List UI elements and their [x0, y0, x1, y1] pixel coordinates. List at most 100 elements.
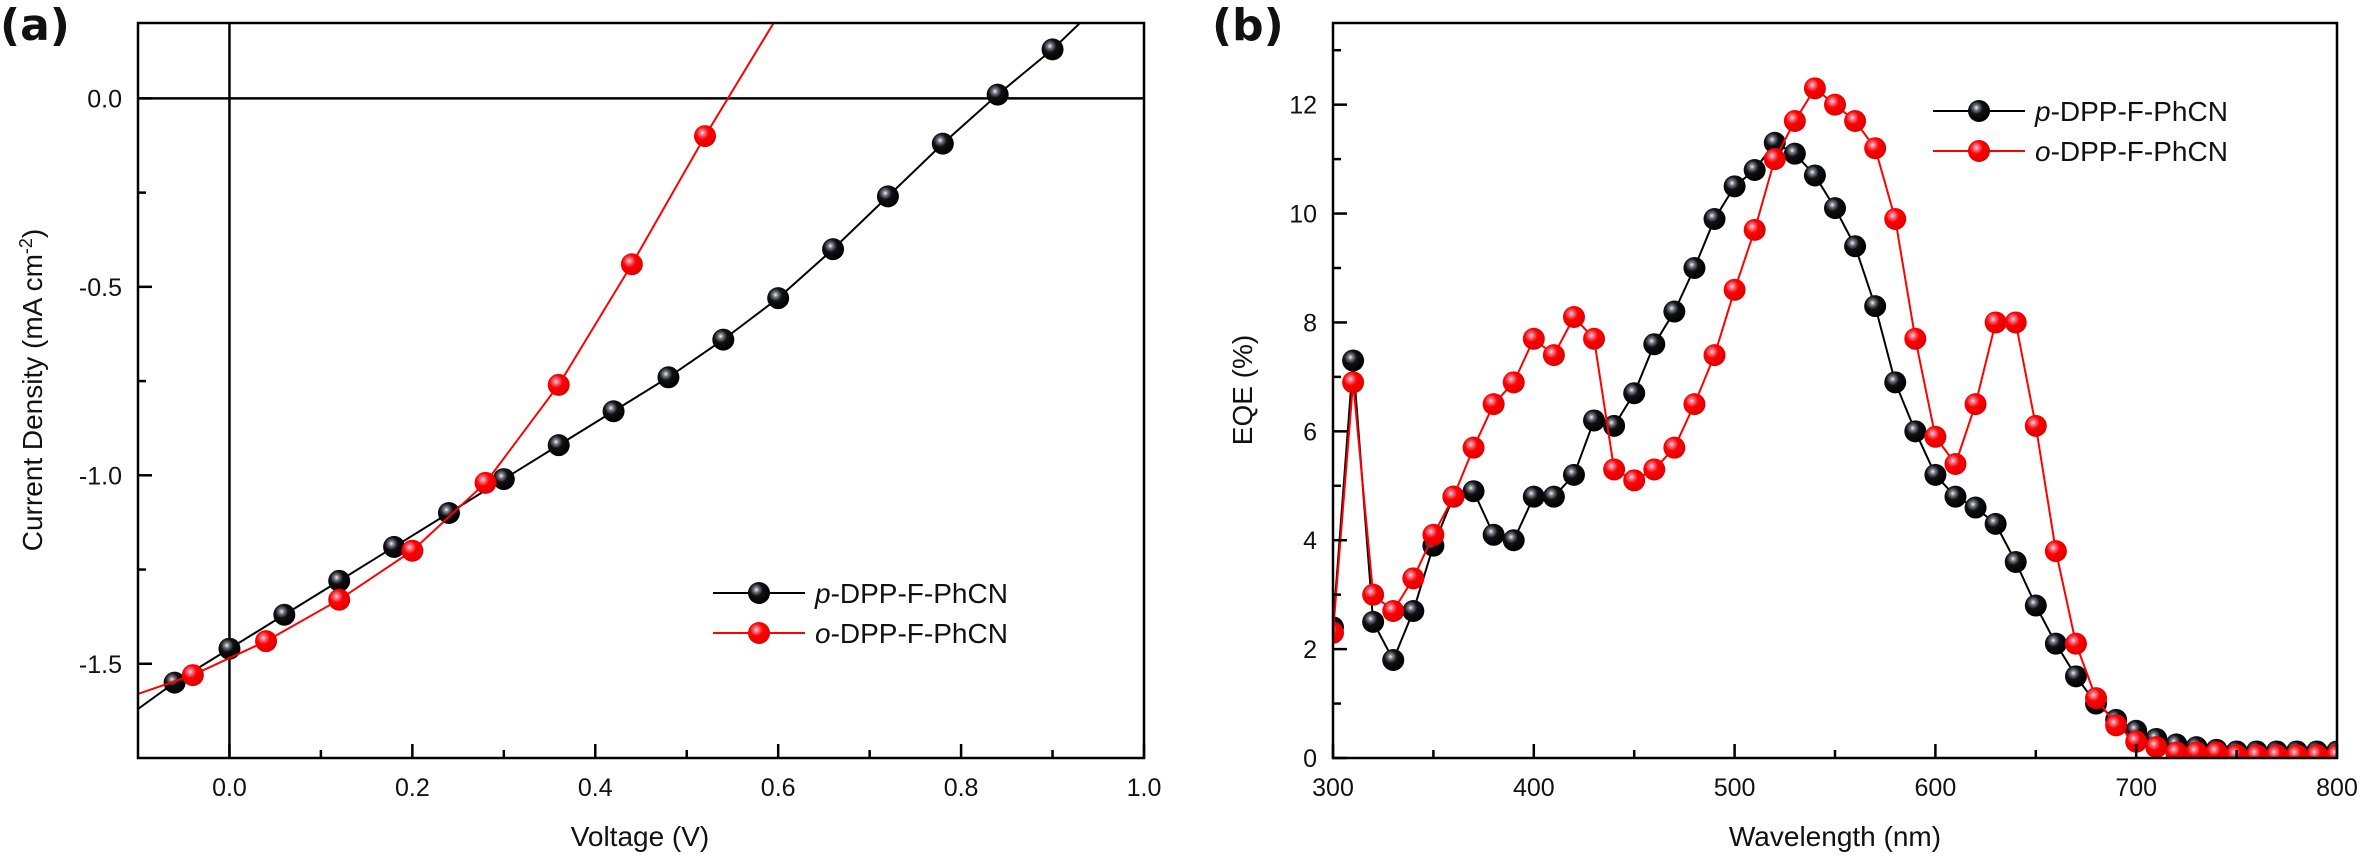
x-tick-label: 500 — [1714, 774, 1756, 802]
x-tick-label: 0.6 — [761, 774, 796, 802]
data-point-o — [620, 253, 643, 276]
data-point-p — [1041, 38, 1064, 61]
data-point-o — [181, 664, 204, 687]
data-point-o — [1663, 436, 1686, 459]
data-point-o — [1683, 393, 1706, 416]
legend-item-p: p-DPP-F-PhCN — [1933, 96, 2228, 127]
data-point-o — [1884, 208, 1907, 230]
data-point-o — [474, 471, 497, 494]
data-point-p — [1362, 610, 1385, 633]
data-point-p — [1944, 485, 1967, 508]
legend-label-prefix: o — [2035, 136, 2051, 167]
legend-label-prefix: o — [815, 618, 831, 649]
x-tick-label: 400 — [1513, 774, 1555, 802]
data-point-p — [273, 603, 296, 626]
data-point-o — [2105, 714, 2128, 737]
legend-label-suffix: -DPP-F-PhCN — [2051, 136, 2228, 167]
series-layer — [1333, 77, 2337, 758]
x-tick-label: 0.2 — [395, 774, 430, 802]
legend: p-DPP-F-PhCN o-DPP-F-PhCN — [713, 578, 1008, 649]
data-point-p — [1844, 235, 1867, 258]
y-tick-label: -1.0 — [79, 462, 122, 490]
data-point-o — [1333, 621, 1344, 644]
legend-item-p: p-DPP-F-PhCN — [713, 578, 1008, 609]
legend-item-o: o-DPP-F-PhCN — [713, 618, 1008, 649]
legend-label-prefix: p — [2034, 96, 2051, 127]
y-tick-label: 0.0 — [87, 85, 122, 113]
data-point-p — [1402, 600, 1425, 622]
data-point-p — [931, 132, 954, 155]
data-point-p — [2024, 594, 2047, 617]
x-tick-label: 700 — [2115, 774, 2157, 802]
data-point-p — [1482, 523, 1505, 546]
data-point-o — [1583, 327, 1606, 350]
data-point-p — [2044, 632, 2067, 655]
data-point-o — [255, 630, 278, 653]
data-point-p — [767, 287, 790, 310]
data-point-p — [1824, 197, 1846, 220]
data-point-o — [1522, 327, 1545, 350]
data-point-p — [1743, 159, 1766, 181]
data-point-p — [1984, 512, 2007, 535]
panel-b-x-axis-title: Wavelength (nm) — [1729, 821, 1941, 852]
data-point-o — [694, 125, 717, 148]
data-point-o — [1904, 327, 1927, 350]
y-tick-label: 0 — [1303, 745, 1317, 773]
data-point-o — [1643, 458, 1666, 481]
data-point-o — [1984, 311, 2007, 334]
data-point-p — [1864, 295, 1887, 318]
legend-marker-p — [748, 582, 770, 604]
data-point-o — [2326, 744, 2337, 758]
data-point-o — [1864, 137, 1887, 160]
data-point-o — [1562, 306, 1585, 328]
panel-b-y-axis-title: EQE (%) — [1227, 335, 1258, 445]
x-tick-label: 300 — [1312, 774, 1354, 802]
data-point-p — [712, 328, 735, 351]
data-point-o — [1402, 567, 1425, 590]
y-tick-label: 4 — [1303, 527, 1317, 555]
legend-label-suffix: -DPP-F-PhCN — [2051, 96, 2228, 127]
series-p — [138, 23, 1081, 710]
legend-label-suffix: -DPP-F-PhCN — [831, 618, 1008, 649]
data-point-p — [1542, 485, 1565, 508]
data-point-o — [547, 373, 570, 396]
data-point-p — [1884, 371, 1907, 394]
data-point-p — [1502, 529, 1525, 552]
y-tick-label: -0.5 — [79, 274, 122, 302]
data-point-p — [2004, 551, 2027, 573]
legend-label-o: o-DPP-F-PhCN — [815, 618, 1008, 649]
y-tick-label: 6 — [1303, 418, 1317, 446]
panel-b: (b) 300 400 500 600 700 800 0 2 4 6 8 10 12 p-DPP-F-P… — [1212, 0, 2358, 852]
x-tick-label: 600 — [1915, 774, 1957, 802]
data-point-p — [1964, 496, 1987, 519]
y-tick-label: 2 — [1303, 636, 1317, 664]
panel-a-y-axis-title-main: Current Density (mA cm — [17, 254, 48, 551]
data-point-o — [1783, 110, 1806, 132]
data-point-p — [1663, 300, 1686, 323]
data-point-o — [2165, 741, 2188, 758]
data-point-p — [437, 502, 460, 524]
data-point-o — [2145, 736, 2168, 758]
data-point-o — [2185, 741, 2208, 758]
x-tick-label: 0.0 — [212, 774, 247, 802]
legend-label-suffix: -DPP-F-PhCN — [831, 578, 1008, 609]
data-point-p — [547, 434, 570, 457]
panel-a: (a) 0.0 0.2 0.4 0.6 0.8 1.0 0.0 -0.5 -1.0 -1.5 p-D… — [0, 0, 1161, 852]
data-point-p — [1382, 649, 1405, 671]
data-point-o — [1743, 218, 1766, 241]
legend-label-p: p-DPP-F-PhCN — [814, 578, 1008, 609]
data-point-o — [1623, 469, 1646, 492]
data-point-o — [401, 539, 424, 562]
data-point-p — [218, 637, 241, 660]
data-point-p — [328, 569, 351, 592]
data-point-o — [2245, 744, 2268, 758]
data-point-o — [1964, 393, 1987, 416]
data-point-p — [1583, 409, 1606, 432]
data-point-p — [1562, 463, 1585, 486]
data-point-o — [1703, 344, 1726, 367]
legend-item-o: o-DPP-F-PhCN — [1933, 136, 2228, 167]
x-tick-label: 0.4 — [578, 774, 613, 802]
data-point-p — [383, 535, 406, 558]
data-point-o — [1422, 523, 1445, 546]
data-point-o — [2205, 741, 2228, 758]
